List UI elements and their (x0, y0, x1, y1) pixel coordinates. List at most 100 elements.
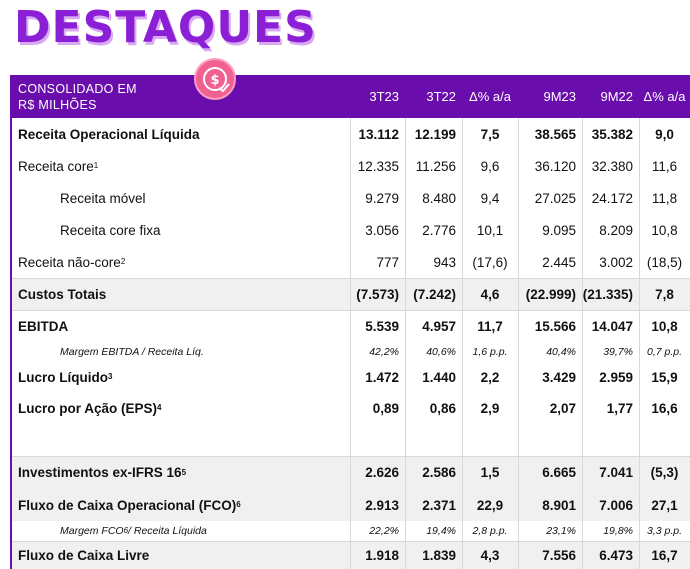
table-cell: 40,4% (546, 346, 576, 358)
table-cell: 4.957 (422, 318, 456, 334)
column-divider (462, 118, 463, 569)
table-cell: 5.539 (365, 318, 399, 334)
table-row: Margem EBITDA / Receita Líq. 42,2% 40,6%… (12, 342, 690, 362)
table-cell: 7.006 (599, 497, 633, 513)
table-cell: 38.565 (534, 126, 576, 142)
table-cell: 2.371 (422, 497, 456, 513)
table-cell: 9.095 (542, 222, 576, 238)
col-header-delta-q: Δ% a/a (469, 89, 511, 104)
table-cell: 7.556 (542, 547, 576, 563)
table-cell: 16,6 (651, 400, 678, 416)
table-cell: 3.429 (542, 369, 576, 385)
row-label: Fluxo de Caixa Livre (18, 547, 150, 563)
header-label: CONSOLIDADO EM R$ MILHÕES (12, 75, 350, 118)
table-cell: 11,8 (651, 190, 678, 206)
table-cell: 777 (376, 254, 399, 270)
table-cell: 0,89 (372, 400, 399, 416)
table-cell: 1.918 (365, 547, 399, 563)
col-header-9m23: 9M23 (543, 89, 576, 104)
row-label: Lucro por Ação (EPS) 4 (18, 400, 162, 416)
table-cell: 13.112 (358, 126, 399, 142)
table-cell: 19,8% (603, 525, 633, 537)
table-cell: 4,3 (480, 547, 500, 563)
table-header: CONSOLIDADO EM R$ MILHÕES 3T23 3T22 Δ% a… (12, 58, 690, 118)
table-row: Receita Operacional Líquida 13.112 12.19… (12, 118, 690, 150)
table-cell: 11,6 (651, 158, 678, 174)
row-label: Lucro Líquido 3 (18, 369, 113, 385)
table-cell: 2.959 (599, 369, 633, 385)
row-label: Fluxo de Caixa Operacional (FCO) 6 (18, 497, 241, 513)
row-divider (12, 278, 690, 279)
table-cell: 10,1 (476, 222, 504, 238)
table-cell: 1.472 (365, 369, 399, 385)
table-cell: 2,8 p.p. (472, 525, 508, 537)
row-label: Investimentos ex-IFRS 16 5 (18, 465, 187, 480)
table-cell: 0,86 (429, 400, 456, 416)
table-cell: 27.025 (534, 190, 576, 206)
table-cell: 12.199 (414, 126, 456, 142)
table-row: Fluxo de Caixa Operacional (FCO) 6 2.913 … (12, 489, 690, 521)
table-cell: 8.480 (422, 190, 456, 206)
table-cell: 27,1 (651, 497, 678, 513)
table-row: Margem FCO 6 / Receita Líquida 22,2% 19,4… (12, 521, 690, 541)
table-row: Lucro Líquido 3 1.472 1.440 2,2 3.429 2.9… (12, 362, 690, 392)
row-label: Margem EBITDA / Receita Líq. (60, 346, 204, 358)
row-label: Custos Totais (18, 286, 107, 302)
table-cell: 10,8 (651, 222, 678, 238)
table-cell: 6.665 (542, 465, 576, 480)
table-row: Fluxo de Caixa Livre 1.918 1.839 4,3 7.5… (12, 541, 690, 569)
money-chart-icon: $ (194, 58, 236, 100)
svg-text:$: $ (210, 73, 219, 88)
table-cell: 39,7% (603, 346, 633, 358)
table-row: EBITDA 5.539 4.957 11,7 15.566 14.047 10… (12, 310, 690, 342)
col-header-3t22: 3T22 (426, 89, 456, 104)
table-cell: 9,4 (480, 190, 500, 206)
spacer-row (12, 424, 690, 456)
column-divider (405, 118, 406, 569)
table-cell: 2.776 (422, 222, 456, 238)
table-cell: (5,3) (650, 465, 679, 480)
table-cell: 32.380 (591, 158, 633, 174)
page-title: DESTAQUES (14, 2, 317, 53)
table-cell: 1,77 (606, 400, 633, 416)
table-cell: 11,7 (477, 318, 503, 334)
table-row: Custos Totais (7.573) (7.242) 4,6 (22.99… (12, 278, 690, 310)
table-cell: (22.999) (525, 286, 576, 302)
table-row: Receita móvel 9.279 8.480 9,4 27.025 24.… (12, 182, 690, 214)
table-cell: 8.901 (542, 497, 576, 513)
table-cell: 9,0 (655, 126, 674, 142)
col-header-3t23: 3T23 (369, 89, 399, 104)
table-row: Investimentos ex-IFRS 16 5 2.626 2.586 1,… (12, 456, 690, 489)
table-cell: 42,2% (369, 346, 399, 358)
row-divider (12, 456, 690, 457)
table-cell: 22,2% (369, 525, 399, 537)
table-cell: 6.473 (599, 547, 633, 563)
column-divider (582, 118, 583, 569)
col-header-delta-9m: Δ% a/a (643, 89, 686, 104)
row-label: Receita core 1 (18, 158, 99, 174)
table-cell: 15,9 (651, 369, 678, 385)
table-cell: 14.047 (591, 318, 633, 334)
table-cell: 4,6 (480, 286, 500, 302)
table-cell: (7.242) (413, 286, 456, 302)
table-cell: 1.839 (422, 547, 456, 563)
table-row: Receita core 1 12.335 11.256 9,6 36.120 3… (12, 150, 690, 182)
table-cell: 19,4% (426, 525, 456, 537)
table-cell: 12.335 (357, 158, 399, 174)
table-cell: 9.279 (365, 190, 399, 206)
row-label: Receita core fixa (60, 222, 161, 238)
table-cell: 15.566 (534, 318, 576, 334)
table-cell: 2,07 (549, 400, 576, 416)
table-row: Lucro por Ação (EPS) 4 0,89 0,86 2,9 2,07… (12, 392, 690, 424)
table-cell: 2.913 (365, 497, 399, 513)
table-cell: 23,1% (546, 525, 576, 537)
table-cell: (17,6) (472, 254, 508, 270)
row-divider (12, 310, 690, 311)
table-cell: 0,7 p.p. (646, 346, 683, 358)
table-cell: 1,6 p.p. (472, 346, 508, 358)
table-cell: 3.056 (365, 222, 399, 238)
table-cell: 7.041 (599, 465, 633, 480)
table-cell: (7.573) (356, 286, 399, 302)
table-cell: 8.209 (599, 222, 633, 238)
table-cell: 3.002 (599, 254, 633, 270)
